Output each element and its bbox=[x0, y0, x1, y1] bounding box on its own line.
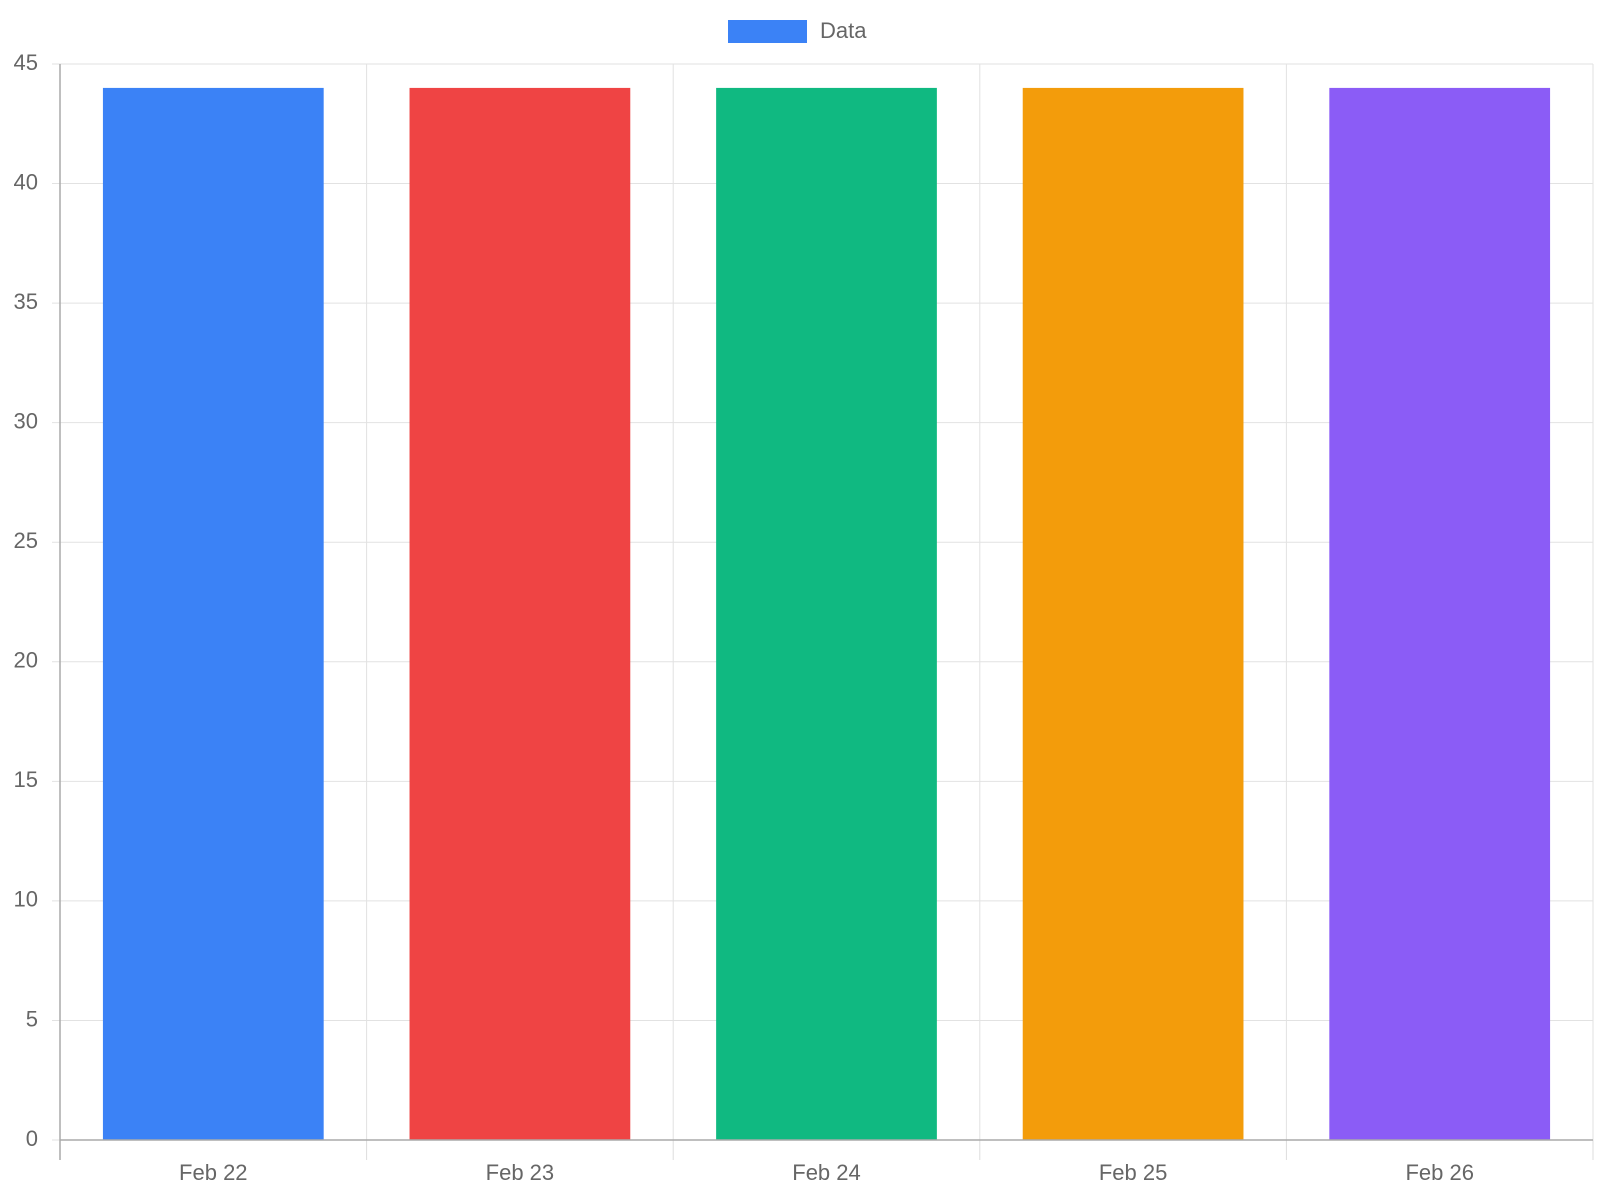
y-tick-label: 20 bbox=[14, 648, 38, 673]
x-tick-label: Feb 26 bbox=[1405, 1160, 1474, 1185]
bar bbox=[102, 87, 324, 1140]
y-tick-label: 35 bbox=[14, 289, 38, 314]
y-tick-label: 15 bbox=[14, 767, 38, 792]
bar bbox=[716, 87, 937, 1140]
y-tick-label: 45 bbox=[14, 50, 38, 75]
y-tick-label: 40 bbox=[14, 169, 38, 194]
legend-label: Data bbox=[820, 18, 867, 43]
x-tick-label: Feb 25 bbox=[1099, 1160, 1168, 1185]
legend-swatch bbox=[728, 20, 807, 43]
y-tick-label: 30 bbox=[14, 408, 38, 433]
y-tick-label: 0 bbox=[26, 1126, 38, 1151]
y-tick-label: 10 bbox=[14, 887, 38, 912]
bar bbox=[409, 87, 631, 1140]
x-tick-label: Feb 22 bbox=[179, 1160, 248, 1185]
y-tick-label: 25 bbox=[14, 528, 38, 553]
bar bbox=[1329, 87, 1551, 1140]
bar bbox=[1022, 87, 1244, 1140]
y-tick-label: 5 bbox=[26, 1006, 38, 1031]
x-tick-label: Feb 24 bbox=[792, 1160, 861, 1185]
x-tick-label: Feb 23 bbox=[486, 1160, 555, 1185]
